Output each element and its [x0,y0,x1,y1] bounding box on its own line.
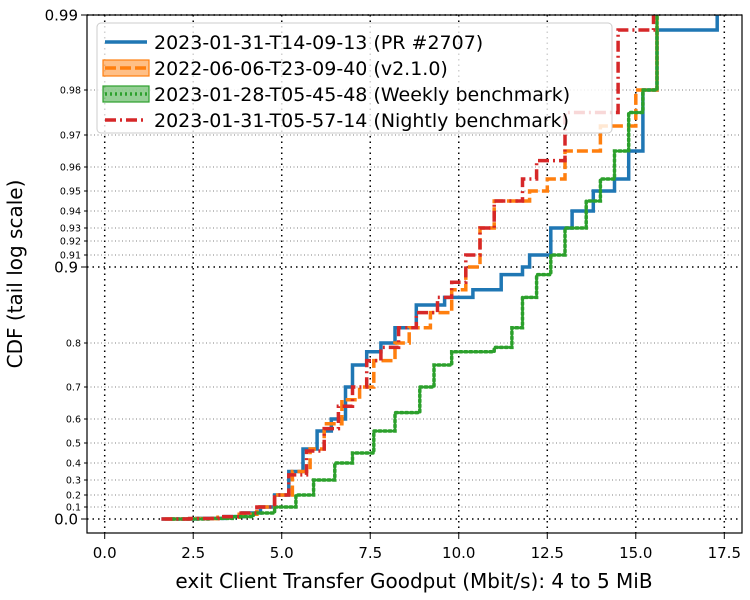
series-line [164,15,659,521]
y-tick-label: 0.96 [60,163,81,174]
y-tick-label: 0.99 [45,7,78,25]
y-tick-label: 0.8 [66,339,81,350]
x-tick-label: 0.0 [93,544,117,562]
y-tick-label: 0.93 [60,224,81,235]
x-axis: 0.0 2.5 5.0 7.5 10.0 12.5 15.0 17.5 [93,533,741,562]
y-axis-title: CDF (tail log scale) [3,180,27,369]
y-tick-label: 0.95 [60,187,81,198]
y-tick-label: 0.2 [66,491,81,502]
y-tick-label: 0.4 [66,459,81,470]
y-tick-label: 0.98 [60,86,81,97]
legend: 2023-01-31-T14-09-13 (PR #2707) 2022-06-0… [96,22,613,134]
y-tick-label: 0.6 [66,415,81,426]
y-tick-label: 0.7 [66,383,81,394]
legend-label: 2022-06-06-T23-09-40 (v2.1.0) [154,58,448,80]
x-tick-label: 10.0 [442,544,475,562]
series-line [161,15,656,521]
x-tick-label: 17.5 [708,544,741,562]
y-tick-label: 0.0 [54,511,78,529]
y-tick-label: 0.97 [60,131,81,142]
x-tick-label: 5.0 [270,544,294,562]
legend-box [96,22,613,134]
legend-label: 2023-01-28-T05-45-48 (Weekly benchmark) [154,84,570,106]
legend-label: 2023-01-31-T14-09-13 (PR #2707) [154,32,483,54]
x-tick-label: 2.5 [181,544,205,562]
x-tick-label: 15.0 [619,544,652,562]
x-tick-label: 12.5 [531,544,564,562]
series-line [170,13,659,521]
y-tick-label: 0.1 [66,503,81,514]
y-tick-label: 0.92 [60,237,81,248]
y-tick-label: 0.3 [66,476,81,487]
y-tick-label: 0.94 [60,207,81,218]
plot-frame [86,14,743,534]
y-tick-label: 0.9 [54,259,78,277]
x-axis-title: exit Client Transfer Goodput (Mbit/s): 4… [175,569,652,593]
x-tick-label: 7.5 [358,544,382,562]
legend-label: 2023-01-31-T05-57-14 (Nightly benchmark) [154,110,569,132]
y-axis: 0.00.10.2 0.3 0.4 0.5 0.6 0.7 0.8 0.90.91 0.92 0.… [45,7,87,529]
y-tick-label: 0.5 [66,439,81,450]
y-tick-label: 0.91 [60,251,81,262]
series-layer [161,13,719,521]
